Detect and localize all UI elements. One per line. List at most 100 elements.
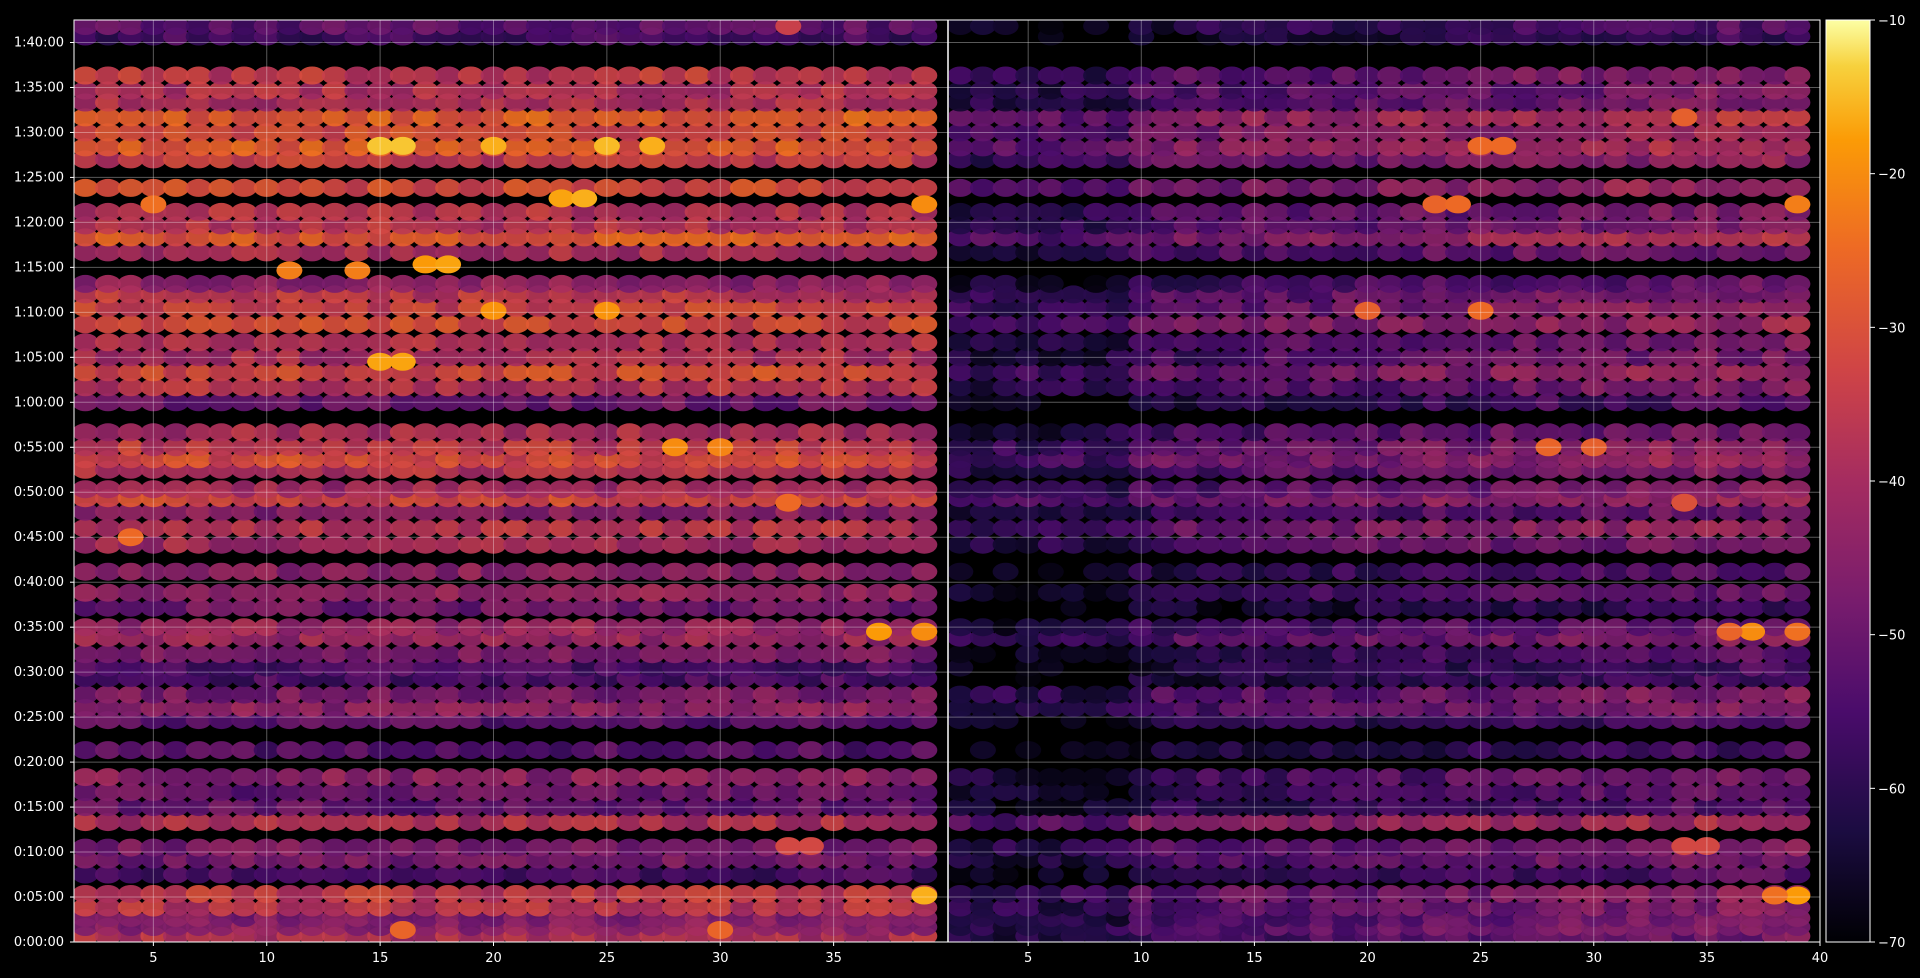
heat-cell xyxy=(1173,274,1200,293)
heat-cell xyxy=(949,838,974,857)
heat-cell xyxy=(639,274,666,293)
heat-cell xyxy=(949,348,974,367)
heat-cell xyxy=(503,798,530,817)
heat-cell xyxy=(1150,583,1177,602)
heat-cell xyxy=(548,838,575,857)
heat-cell xyxy=(1716,315,1743,334)
heat-cell xyxy=(1331,315,1358,334)
heat-cell xyxy=(1603,583,1630,602)
heat-cell xyxy=(276,519,303,538)
heat-cell xyxy=(866,378,892,397)
heat-cell xyxy=(1535,393,1562,412)
heat-cell xyxy=(1558,562,1585,581)
heat-cell xyxy=(729,438,756,457)
heat-hotspot xyxy=(639,136,666,155)
heat-cell xyxy=(1264,502,1290,521)
heat-cell xyxy=(1241,741,1268,760)
heat-cell xyxy=(480,658,507,677)
heat-cell xyxy=(888,123,915,142)
heat-cell xyxy=(208,216,235,235)
heat-cell xyxy=(389,20,416,35)
heat-cell xyxy=(1150,20,1177,35)
heat-cell xyxy=(1331,178,1358,197)
heat-cell xyxy=(457,813,484,832)
heat-cell xyxy=(1716,519,1743,538)
heat-cell xyxy=(74,502,99,521)
heat-cell xyxy=(525,741,552,760)
heat-cell xyxy=(525,274,552,293)
heat-hotspot xyxy=(412,255,439,274)
heat-cell xyxy=(231,81,258,100)
heat-cell xyxy=(389,783,416,802)
heat-cell xyxy=(571,519,598,538)
heat-cell xyxy=(185,393,212,412)
heat-cell xyxy=(1467,768,1494,787)
heat-cell xyxy=(911,108,938,127)
heat-cell xyxy=(367,535,394,554)
heat-cell xyxy=(1761,480,1788,499)
heat-cell xyxy=(367,423,394,442)
heat-cell xyxy=(208,66,235,85)
heat-cell xyxy=(1603,598,1630,617)
heat-cell xyxy=(729,81,756,100)
heat-cell xyxy=(1648,348,1675,367)
heat-cell xyxy=(1716,535,1743,554)
heat-cell xyxy=(571,81,598,100)
heat-cell xyxy=(480,502,507,521)
heat-cell xyxy=(1490,333,1517,352)
heat-cell xyxy=(949,393,974,412)
heat-cell xyxy=(661,838,688,857)
heat-cell xyxy=(1331,438,1358,457)
heat-cell xyxy=(729,798,756,817)
heat-cell xyxy=(707,838,734,857)
heat-cell xyxy=(1422,480,1449,499)
heat-cell xyxy=(888,216,915,235)
heat-cell xyxy=(1535,783,1562,802)
heat-cell xyxy=(1128,178,1155,197)
heat-cell xyxy=(593,216,620,235)
heat-cell xyxy=(1128,502,1155,521)
heat-cell xyxy=(1150,348,1177,367)
heat-cell xyxy=(1445,333,1471,352)
heat-cell xyxy=(752,798,779,817)
heat-cell xyxy=(1241,123,1268,142)
heat-cell xyxy=(752,178,779,197)
heat-cell xyxy=(1354,178,1381,197)
heat-cell xyxy=(74,108,99,127)
heat-cell xyxy=(1739,315,1766,334)
heat-hotspot xyxy=(593,136,620,155)
heat-cell xyxy=(299,535,326,554)
heat-cell xyxy=(729,348,756,367)
heat-cell xyxy=(231,658,258,677)
heat-cell xyxy=(231,333,258,352)
heat-cell xyxy=(1445,438,1471,457)
heat-cell xyxy=(1286,583,1313,602)
heat-cell xyxy=(684,315,711,334)
heat-cell xyxy=(1173,813,1200,832)
heat-cell xyxy=(797,348,824,367)
heat-cell xyxy=(1445,363,1471,382)
heat-cell xyxy=(208,741,235,760)
heat-cell xyxy=(1693,315,1720,334)
heat-cell xyxy=(1603,348,1630,367)
heat-cell xyxy=(1331,699,1358,718)
heat-cell xyxy=(1693,66,1720,85)
heat-cell xyxy=(797,658,824,677)
heat-cell xyxy=(140,798,167,817)
heat-cell xyxy=(1580,423,1607,442)
heat-cell xyxy=(163,645,189,664)
heat-cell xyxy=(321,699,348,718)
heat-cell xyxy=(820,123,847,142)
heat-cell xyxy=(435,274,462,293)
heat-cell xyxy=(1037,519,1064,538)
heat-cell xyxy=(1128,393,1155,412)
heat-cell xyxy=(1354,598,1381,617)
heat-cell xyxy=(616,898,643,917)
heat-cell xyxy=(321,216,348,235)
heat-cell xyxy=(1535,20,1562,35)
heat-cell xyxy=(457,108,484,127)
heat-cell xyxy=(1603,645,1630,664)
heat-cell xyxy=(1761,838,1788,857)
heat-cell xyxy=(1060,898,1087,917)
heat-cell xyxy=(163,813,189,832)
